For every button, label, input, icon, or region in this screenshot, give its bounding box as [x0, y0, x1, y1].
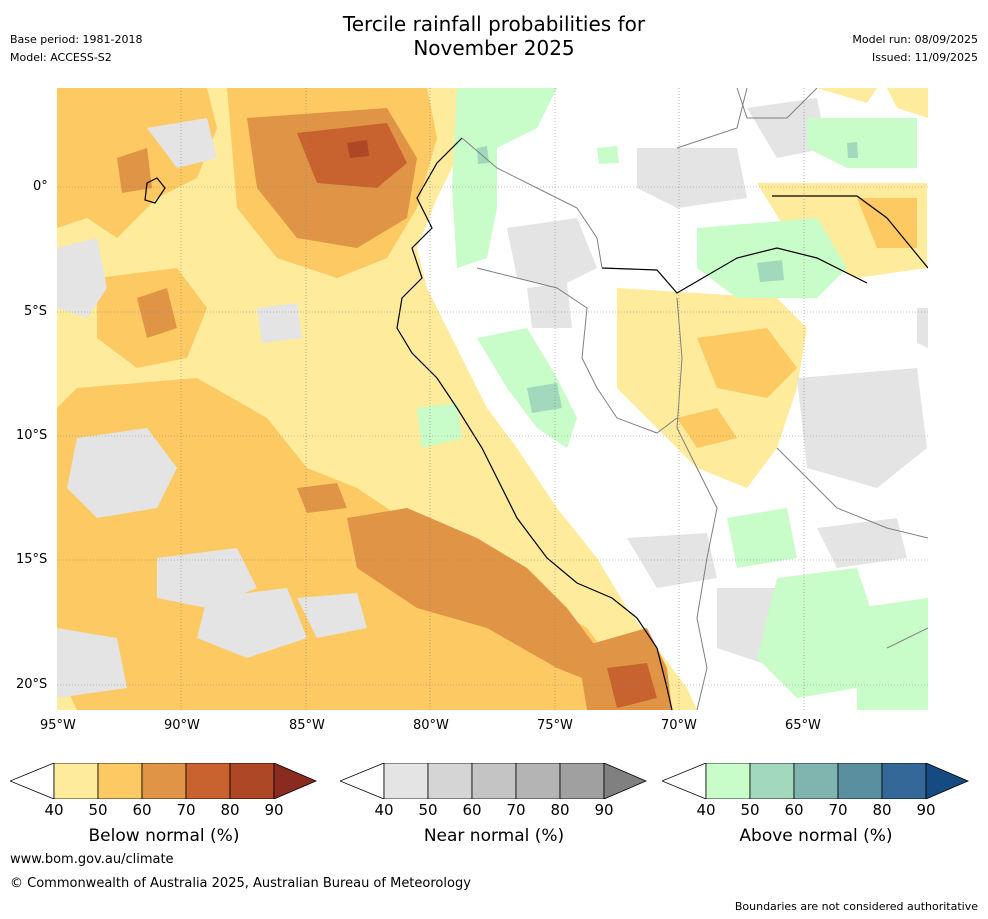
lon-label-95w: 95°W: [40, 718, 76, 733]
tick-label: 60: [462, 801, 482, 819]
colorbar-lower-extension: [340, 763, 385, 799]
tick-label: 50: [418, 801, 438, 819]
meta-right: Model run: 08/09/2025 Issued: 11/09/2025: [852, 31, 978, 67]
tick-label: 40: [374, 801, 394, 819]
colorbar-swatch-50: [749, 763, 795, 799]
above-normal-colorbar: [662, 763, 970, 799]
colorbar-upper-extension: [603, 763, 648, 799]
below-normal-title: Below normal (%): [88, 826, 240, 846]
lon-label-65w: 65°W: [785, 718, 821, 733]
below-normal-ticks: 40 50 60 70 80 90: [10, 801, 318, 821]
colorbar-upper-extension: [925, 763, 970, 799]
colorbar-swatch-60: [471, 763, 517, 799]
issued-date: Issued: 11/09/2025: [871, 51, 978, 64]
country-borders: [461, 88, 928, 710]
lat-label-20s: 20°S: [16, 677, 48, 692]
tick-label: 50: [740, 801, 760, 819]
above-normal-50-region: [477, 142, 858, 413]
above-normal-title: Above normal (%): [739, 826, 893, 846]
tick-label: 90: [594, 801, 614, 819]
tick-label: 90: [916, 801, 936, 819]
colorbar-swatch-40: [53, 763, 99, 799]
tick-label: 70: [828, 801, 848, 819]
above-normal-ticks: 40 50 60 70 80 90: [662, 801, 970, 821]
colorbar-swatch-40: [705, 763, 751, 799]
tick-label: 80: [550, 801, 570, 819]
lat-label-10s: 10°S: [16, 428, 48, 443]
colorbar-swatch-70: [185, 763, 231, 799]
tick-label: 70: [176, 801, 196, 819]
colorbar-swatch-60: [793, 763, 839, 799]
lon-label-90w: 90°W: [164, 718, 200, 733]
colorbar-swatch-80: [559, 763, 605, 799]
colorbar-swatch-60: [141, 763, 187, 799]
colorbar-swatch-50: [97, 763, 143, 799]
colorbar-swatch-50: [427, 763, 473, 799]
copyright-text: © Commonwealth of Australia 2025, Austra…: [10, 876, 471, 891]
colorbar-swatch-80: [881, 763, 927, 799]
graticule: [57, 88, 928, 710]
tick-label: 40: [44, 801, 64, 819]
tick-label: 80: [220, 801, 240, 819]
meta-left: Base period: 1981-2018 Model: ACCESS-S2: [10, 31, 142, 67]
colorbar-swatch-70: [515, 763, 561, 799]
tick-label: 40: [696, 801, 716, 819]
boundaries-disclaimer: Boundaries are not considered authoritat…: [734, 900, 978, 913]
lon-label-75w: 75°W: [537, 718, 573, 733]
colorbar-upper-extension: [273, 763, 318, 799]
tick-label: 60: [784, 801, 804, 819]
title-line-1: Tercile rainfall probabilities for: [342, 12, 646, 36]
coastline: [144, 137, 928, 710]
tick-label: 50: [88, 801, 108, 819]
near-normal-ticks: 40 50 60 70 80 90: [340, 801, 648, 821]
base-period: Base period: 1981-2018: [10, 33, 143, 46]
colorbar-lower-extension: [10, 763, 55, 799]
colorbar-swatch-80: [229, 763, 275, 799]
probability-map: [57, 88, 928, 710]
colorbar-swatch-40: [383, 763, 429, 799]
lat-label-5s: 5°S: [24, 304, 48, 319]
tick-label: 60: [132, 801, 152, 819]
tick-label: 70: [506, 801, 526, 819]
near-normal-title: Near normal (%): [423, 826, 565, 846]
lat-label-0: 0°: [33, 179, 48, 194]
title-line-2: November 2025: [413, 36, 575, 60]
lon-label-80w: 80°W: [413, 718, 449, 733]
map-title: Tercile rainfall probabilities for Novem…: [0, 12, 988, 60]
colorbar-lower-extension: [662, 763, 707, 799]
below-normal-80-region: [347, 140, 369, 158]
lon-label-70w: 70°W: [661, 718, 697, 733]
near-normal-colorbar: [340, 763, 648, 799]
model-run: Model run: 08/09/2025: [852, 33, 978, 46]
website-link[interactable]: www.bom.gov.au/climate: [10, 852, 174, 867]
model-name: Model: ACCESS-S2: [10, 51, 112, 64]
colorbar-swatch-70: [837, 763, 883, 799]
lat-label-15s: 15°S: [16, 552, 48, 567]
below-normal-colorbar: [10, 763, 318, 799]
tick-label: 80: [872, 801, 892, 819]
tick-label: 90: [264, 801, 284, 819]
lon-label-85w: 85°W: [289, 718, 325, 733]
